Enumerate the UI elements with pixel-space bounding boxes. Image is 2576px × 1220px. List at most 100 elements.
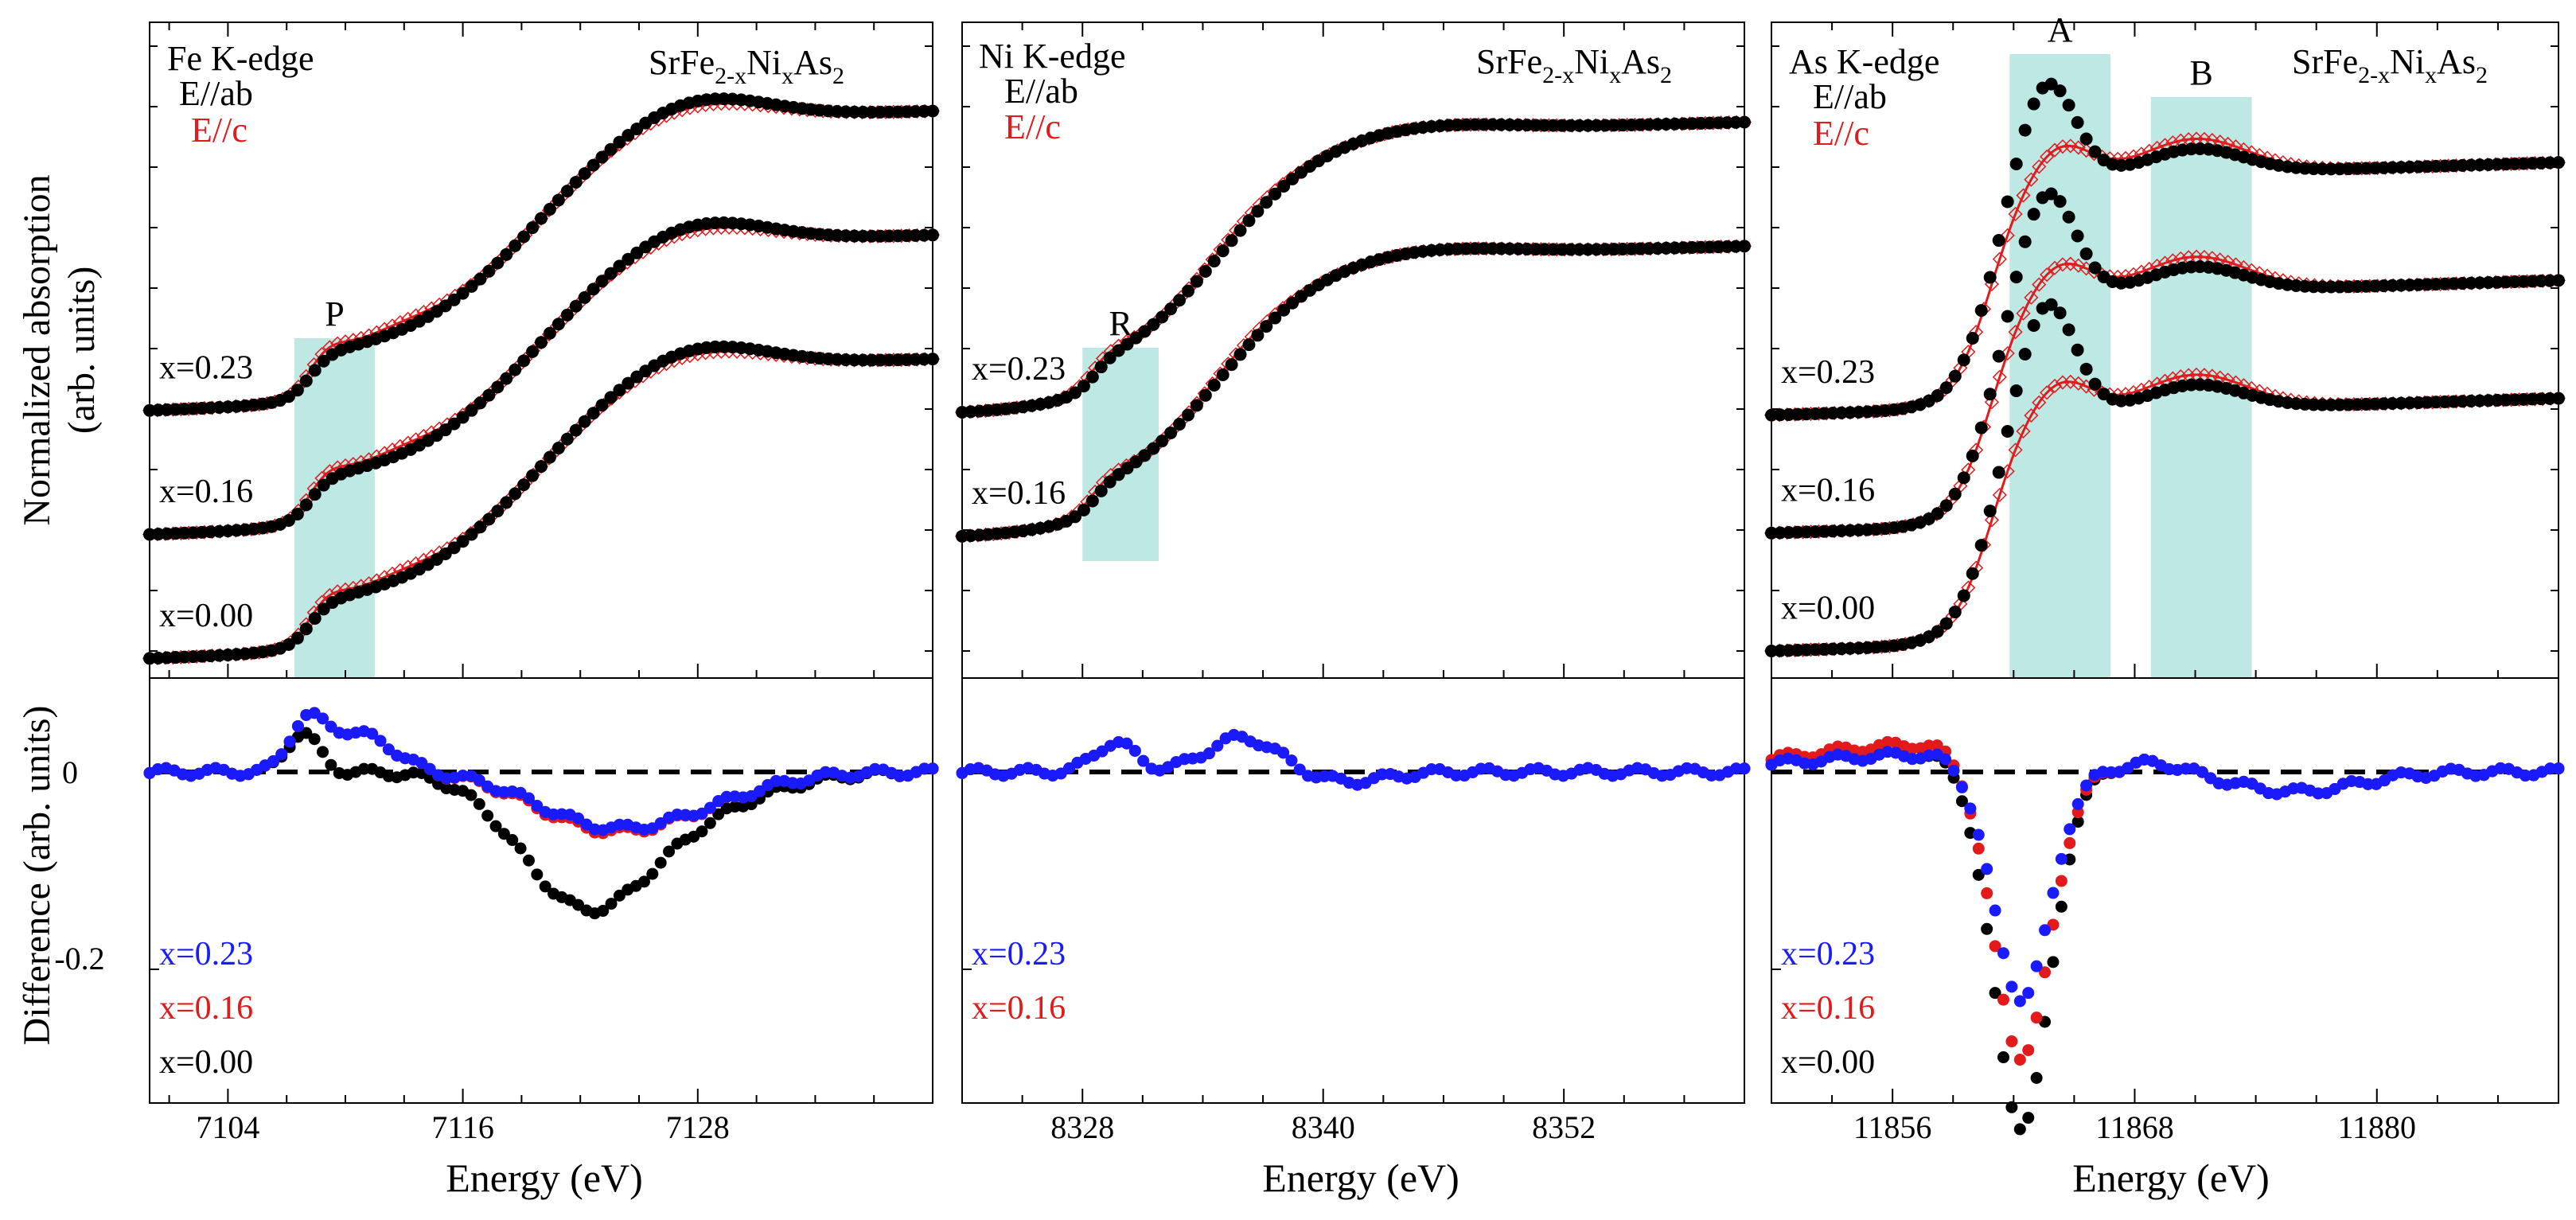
diff-point <box>1981 887 1993 899</box>
point-ab <box>622 252 635 266</box>
ylabel-top: Normalized absorption <box>16 174 58 525</box>
point-ab <box>1992 234 2005 248</box>
diff-point <box>531 800 544 813</box>
point-ab <box>2053 84 2067 98</box>
point-ab <box>2079 247 2093 260</box>
point-ab <box>613 259 626 273</box>
point-ab <box>317 478 330 492</box>
as-pol-ab-label: E//ab <box>1813 77 1887 116</box>
diff-point <box>481 809 494 822</box>
point-ab <box>1738 240 1751 253</box>
top-plot-frame <box>149 21 933 679</box>
point-ab <box>2001 195 2014 209</box>
diff-point <box>2005 980 2018 993</box>
x-tick-label: 7104 <box>196 1109 259 1145</box>
point-ab <box>1233 224 1247 237</box>
point-ab <box>1068 386 1081 400</box>
diff-legend-label: x=0.16 <box>1781 990 1875 1027</box>
diff-point <box>2552 762 2565 775</box>
point-ab <box>1207 378 1221 392</box>
point-ab <box>1242 338 1256 352</box>
diff-point <box>2013 1054 2026 1066</box>
diff-point <box>2022 1112 2035 1125</box>
diff-point <box>1128 744 1141 757</box>
diff-point <box>1972 868 1985 881</box>
diff-point <box>1989 987 2001 1000</box>
point-ab <box>1155 435 1169 448</box>
point-ab <box>1260 196 1273 209</box>
diff-point <box>357 762 370 775</box>
point-ab <box>2001 425 2014 438</box>
diff-point <box>1989 940 2001 953</box>
point-ab <box>1181 408 1194 422</box>
diff-point <box>637 875 650 888</box>
point-c <box>2040 149 2055 165</box>
diff-point <box>2030 1071 2043 1084</box>
diff-point <box>308 733 321 746</box>
diff-point <box>1425 763 1438 776</box>
fe-compound-label: SrFe2-xNixAs2 <box>649 43 844 89</box>
point-ab <box>299 374 313 388</box>
diff-point <box>1955 781 1968 793</box>
point-c <box>1992 487 2007 503</box>
point-ab <box>2316 398 2329 411</box>
point-ab <box>595 275 609 288</box>
point-c <box>2040 267 2055 283</box>
ylabel-top-units: (arb. units) <box>60 267 103 435</box>
diff-point <box>300 727 313 739</box>
point-c <box>2024 290 2039 305</box>
x-tick-label: 8352 <box>1532 1109 1596 1145</box>
point-c <box>2032 159 2047 174</box>
diff-point <box>1997 1051 2009 1064</box>
point-ab <box>509 487 522 501</box>
point-ab <box>604 142 618 156</box>
point-c <box>1984 513 1999 528</box>
diff-point <box>1981 863 1993 875</box>
diff-point <box>531 868 544 881</box>
point-ab <box>926 104 939 118</box>
diff-point <box>2005 1035 2018 1048</box>
diff-point <box>473 774 485 786</box>
diff-point <box>696 825 708 838</box>
point-c <box>2008 442 2023 458</box>
curve-c-line <box>149 226 933 536</box>
ylabel-bottom: Difference (arb. units) <box>16 706 58 1046</box>
point-ab <box>535 212 548 225</box>
point-c <box>2047 260 2063 275</box>
diff-point <box>2022 1044 2035 1057</box>
point-ab <box>456 411 470 424</box>
x-tick-label: 11868 <box>2095 1109 2174 1145</box>
diff-point <box>753 785 766 797</box>
point-ab <box>1138 449 1152 462</box>
point-ab <box>2044 77 2058 91</box>
point-c <box>2071 140 2086 155</box>
point-ab <box>526 469 540 482</box>
ni-compound-label: SrFe2-xNixAs2 <box>1476 42 1672 88</box>
point-ab <box>1251 205 1265 218</box>
point-c <box>2047 378 2063 394</box>
diff-point <box>1955 795 1968 808</box>
point-ab <box>551 193 565 207</box>
diff-point <box>1981 922 1993 935</box>
diff-legend-label: x=0.16 <box>972 990 1066 1027</box>
diff-point <box>1277 746 1290 759</box>
point-ab <box>1173 294 1187 307</box>
point-c <box>2032 395 2047 410</box>
point-ab <box>1068 510 1081 524</box>
point-ab <box>2062 323 2075 337</box>
diff-point <box>415 757 428 770</box>
point-ab <box>926 228 939 242</box>
diff-point <box>325 758 337 771</box>
diff-point <box>1450 770 1463 782</box>
diff-point <box>1997 993 2009 1006</box>
point-ab <box>1112 468 1125 481</box>
point-ab <box>1129 455 1143 469</box>
point-ab <box>2552 392 2565 405</box>
point-ab <box>569 423 583 437</box>
point-c <box>2063 374 2078 389</box>
diff-point <box>1730 762 1743 775</box>
diff-point <box>2362 778 2375 790</box>
point-c <box>2024 172 2039 187</box>
point-ab <box>2027 97 2040 111</box>
curve-label: x=0.23 <box>1781 354 1875 391</box>
